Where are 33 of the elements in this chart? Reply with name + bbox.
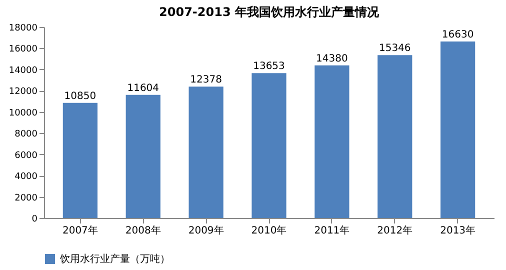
x-tick-label: 2012年 — [377, 224, 413, 236]
x-tick-label: 2010年 — [251, 224, 287, 236]
y-tick-label: 4000 — [14, 172, 38, 182]
x-tick-label: 2007年 — [62, 224, 98, 236]
data-label: 10850 — [64, 90, 96, 102]
chart-title: 2007-2013 年我国饮用水行业产量情况 — [159, 5, 380, 19]
y-tick-label: 8000 — [14, 130, 38, 140]
bar — [188, 86, 224, 218]
y-tick-label: 6000 — [14, 150, 38, 161]
data-label: 16630 — [442, 30, 474, 41]
y-tick-label: 2000 — [14, 193, 38, 204]
data-label: 11604 — [127, 82, 160, 94]
bar — [126, 94, 160, 218]
bar — [314, 65, 350, 218]
y-tick-label: 14000 — [8, 66, 38, 76]
x-tick-label: 2008年 — [125, 224, 161, 236]
y-tick-label: 16000 — [8, 44, 38, 55]
bar — [440, 42, 476, 218]
bar — [252, 73, 286, 218]
y-tick-label: 10000 — [8, 108, 38, 118]
x-tick-label: 2013年 — [440, 224, 476, 236]
x-tick-label: 2011年 — [314, 224, 350, 236]
legend-label: 饮用水行业产量（万吨） — [59, 253, 170, 265]
bar — [378, 55, 412, 218]
y-tick-label: 12000 — [8, 87, 38, 98]
data-label: 12378 — [190, 74, 222, 86]
data-label: 13653 — [253, 61, 285, 72]
y-tick-label: 0 — [32, 214, 38, 224]
data-label: 14380 — [316, 53, 348, 64]
bar — [62, 102, 98, 218]
x-tick-label: 2009年 — [188, 224, 224, 236]
y-tick-label: 18000 — [8, 24, 38, 34]
data-label: 15346 — [378, 43, 411, 54]
